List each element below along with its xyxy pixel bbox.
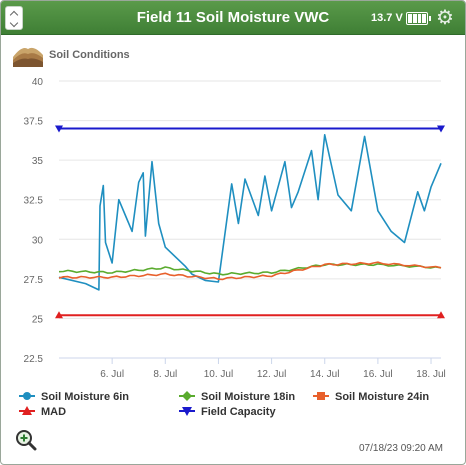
- legend-soil-moisture-18in[interactable]: Soil Moisture 18in: [201, 391, 295, 403]
- y-tick-label: 27.5: [24, 275, 44, 286]
- last-updated-timestamp: 07/18/23 09:20 AM: [359, 443, 443, 454]
- legend-marker: [317, 392, 325, 400]
- gear-icon[interactable]: ⚙: [436, 7, 454, 29]
- battery-icon: [406, 12, 431, 25]
- y-tick-label: 32.5: [24, 196, 44, 207]
- legend-marker: [182, 391, 192, 401]
- legend-marker: [23, 392, 31, 400]
- y-tick-label: 25: [32, 314, 44, 325]
- widget-title: Field 11 Soil Moisture VWC: [136, 9, 330, 26]
- soil-moisture-18in-line: [58, 262, 442, 276]
- x-tick-label: 12. Jul: [257, 369, 286, 380]
- y-tick-label: 37.5: [24, 117, 44, 128]
- zoom-in-icon[interactable]: [15, 429, 37, 451]
- legend-mad[interactable]: MAD: [41, 406, 66, 418]
- field-capacity-marker: [55, 125, 63, 133]
- y-tick-label: 22.5: [24, 354, 44, 365]
- legend-soil-moisture-6in[interactable]: Soil Moisture 6in: [41, 391, 129, 403]
- x-tick-label: 18. Jul: [416, 369, 445, 380]
- soil-layers-icon: [13, 47, 43, 67]
- y-tick-label: 35: [32, 156, 44, 167]
- mad-marker: [437, 311, 445, 319]
- section-label: Soil Conditions: [49, 49, 130, 61]
- voltage-readout: 13.7 V: [371, 12, 403, 24]
- x-tick-label: 8. Jul: [153, 369, 177, 380]
- x-tick-label: 10. Jul: [204, 369, 233, 380]
- widget-header: Field 11 Soil Moisture VWC 13.7 V ⚙: [1, 1, 465, 35]
- collapse-chevrons-icon[interactable]: [5, 6, 23, 30]
- x-tick-label: 6. Jul: [100, 369, 124, 380]
- soil-moisture-24in-line: [58, 261, 442, 281]
- legend-marker: [22, 406, 32, 415]
- legend-soil-moisture-24in[interactable]: Soil Moisture 24in: [335, 391, 429, 403]
- y-tick-label: 30: [32, 235, 44, 246]
- soil-moisture-chart: 22.5 25 27.5 30 32.5 35 37.5 40 6. Jul 8. Jul 10. …: [19, 77, 446, 418]
- y-tick-label: 40: [32, 77, 44, 88]
- legend-marker: [182, 407, 192, 416]
- legend-field-capacity[interactable]: Field Capacity: [201, 406, 276, 418]
- x-tick-label: 14. Jul: [310, 369, 339, 380]
- x-tick-label: 16. Jul: [363, 369, 392, 380]
- field-capacity-marker: [437, 125, 445, 133]
- mad-marker: [55, 311, 63, 319]
- soil-moisture-6in-line: [58, 134, 442, 291]
